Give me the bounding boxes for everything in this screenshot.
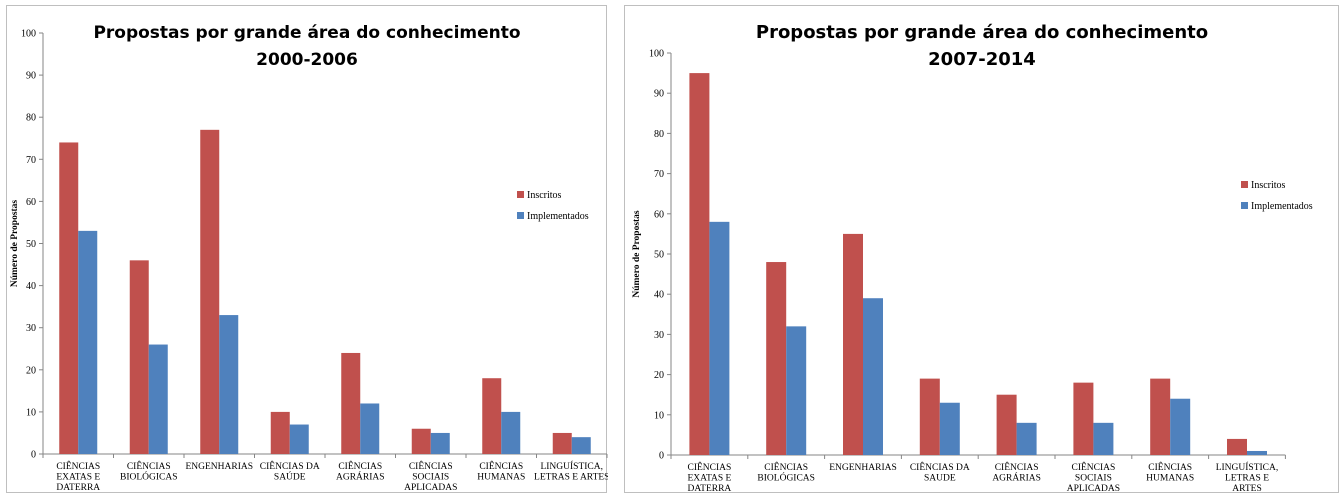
chart-title: Propostas por grande área do conheciment…: [93, 23, 520, 43]
chart-subtitle: 2000-2006: [256, 50, 358, 70]
bar-inscritos: [552, 432, 572, 454]
x-tick-label: CIÊNCIAS BIOLÓGICAS: [757, 461, 815, 484]
x-tick-label: LINGUÍSTICA, LETRAS E ARTES: [534, 460, 608, 483]
bar-implementados: [1170, 398, 1191, 455]
chart-2007-2014: Propostas por grande área do conheciment…: [632, 22, 1313, 494]
y-tick-label: 70: [654, 169, 664, 180]
bar-inscritos: [1227, 438, 1247, 455]
bar-inscritos: [689, 73, 710, 455]
x-tick-label: LINGUÍSTICA, LETRAS E ARTES: [1216, 461, 1279, 494]
y-tick-label: 40: [654, 290, 664, 301]
y-tick-label: 50: [654, 250, 664, 261]
x-tick-label: CIÊNCIAS HUMANAS: [477, 460, 525, 483]
bar-inscritos: [919, 378, 940, 455]
chart-panel-2000-2006: Propostas por grande área do conheciment…: [6, 5, 608, 493]
bar-implementados: [501, 411, 521, 454]
y-tick-label: 50: [26, 239, 36, 250]
y-tick-label: 60: [654, 209, 664, 220]
x-tick-label: CIÊNCIAS DA SAUDE: [910, 461, 970, 484]
bar-implementados: [786, 326, 807, 455]
chart-subtitle: 2007-2014: [928, 49, 1036, 70]
y-tick-label: 100: [649, 49, 664, 60]
bar-inscritos: [996, 394, 1017, 455]
bar-implementados: [289, 424, 309, 454]
x-tick-label: CIÊNCIAS EXATAS E DATERRA: [687, 461, 731, 494]
bar-inscritos: [1073, 382, 1094, 455]
bar-implementados: [148, 344, 168, 454]
x-tick-label: CIÊNCIAS SOCIAIS APLICADAS: [404, 460, 457, 493]
x-tick-label: CIÊNCIAS DA SAÚDE: [260, 460, 320, 483]
legend-swatch-implementados: [1241, 202, 1248, 209]
chart-2000-2006: Propostas por grande área do conheciment…: [10, 23, 608, 493]
y-tick-label: 60: [26, 197, 36, 208]
bar-inscritos: [59, 142, 79, 454]
y-tick-label: 90: [26, 71, 36, 82]
x-tick-label: CIÊNCIAS AGRÁRIAS: [336, 460, 385, 483]
legend-label-implementados: Implementados: [1251, 201, 1313, 212]
y-tick-label: 10: [654, 410, 664, 421]
x-tick-label: CIÊNCIAS HUMANAS: [1146, 461, 1194, 484]
legend-swatch-inscritos: [517, 191, 524, 198]
bar-implementados: [1093, 422, 1114, 455]
chart-panel-2007-2014: Propostas por grande área do conheciment…: [624, 5, 1339, 494]
bar-inscritos: [411, 428, 431, 454]
y-tick-label: 100: [21, 29, 36, 40]
bar-implementados: [78, 230, 98, 454]
bar-inscritos: [200, 129, 220, 454]
bar-inscritos: [843, 233, 863, 455]
y-tick-label: 0: [659, 451, 664, 462]
bar-inscritos: [482, 378, 502, 454]
bar-implementados: [709, 221, 730, 455]
y-axis-label: Número de Propostas: [632, 210, 642, 298]
x-tick-label: CIÊNCIAS BIOLÓGICAS: [120, 460, 178, 483]
bar-implementados: [430, 432, 450, 454]
y-tick-label: 30: [654, 330, 664, 341]
y-axis-label: Número de Propostas: [10, 200, 20, 288]
y-tick-label: 40: [26, 281, 36, 292]
bar-inscritos: [341, 352, 361, 454]
x-tick-label: CIÊNCIAS SOCIAIS APLICADAS: [1067, 461, 1120, 494]
bar-implementados: [1016, 422, 1037, 455]
legend-label-inscritos: Inscritos: [1251, 180, 1286, 191]
bar-inscritos: [270, 411, 290, 454]
x-tick-label: ENGENHARIAS: [829, 463, 897, 473]
bar-implementados: [219, 315, 239, 454]
bar-inscritos: [1150, 378, 1171, 455]
chart-title: Propostas por grande área do conheciment…: [756, 22, 1208, 43]
y-tick-label: 0: [31, 450, 36, 461]
y-tick-label: 70: [26, 155, 36, 166]
bar-inscritos: [129, 260, 149, 454]
bar-implementados: [360, 403, 380, 454]
bar-implementados: [1247, 450, 1267, 455]
y-tick-label: 20: [26, 365, 36, 376]
bar-implementados: [939, 402, 960, 455]
chart-group: Propostas por grande área do conheciment…: [10, 23, 608, 493]
legend-swatch-implementados: [517, 212, 524, 219]
bar-inscritos: [766, 262, 787, 455]
bar-implementados: [571, 437, 591, 454]
legend-label-inscritos: Inscritos: [527, 190, 562, 201]
legend-swatch-inscritos: [1241, 181, 1248, 188]
x-tick-label: CIÊNCIAS AGRÁRIAS: [992, 461, 1041, 484]
y-tick-label: 10: [26, 407, 36, 418]
chart-group: Propostas por grande área do conheciment…: [632, 22, 1313, 494]
y-tick-label: 90: [654, 89, 664, 100]
x-tick-label: ENGENHARIAS: [185, 462, 253, 472]
legend-label-implementados: Implementados: [527, 211, 589, 222]
y-tick-label: 80: [26, 113, 36, 124]
y-tick-label: 30: [26, 323, 36, 334]
bar-implementados: [863, 298, 883, 455]
y-tick-label: 20: [654, 370, 664, 381]
y-tick-label: 80: [654, 129, 664, 140]
x-tick-label: CIÊNCIAS EXATAS E DATERRA: [56, 460, 100, 493]
